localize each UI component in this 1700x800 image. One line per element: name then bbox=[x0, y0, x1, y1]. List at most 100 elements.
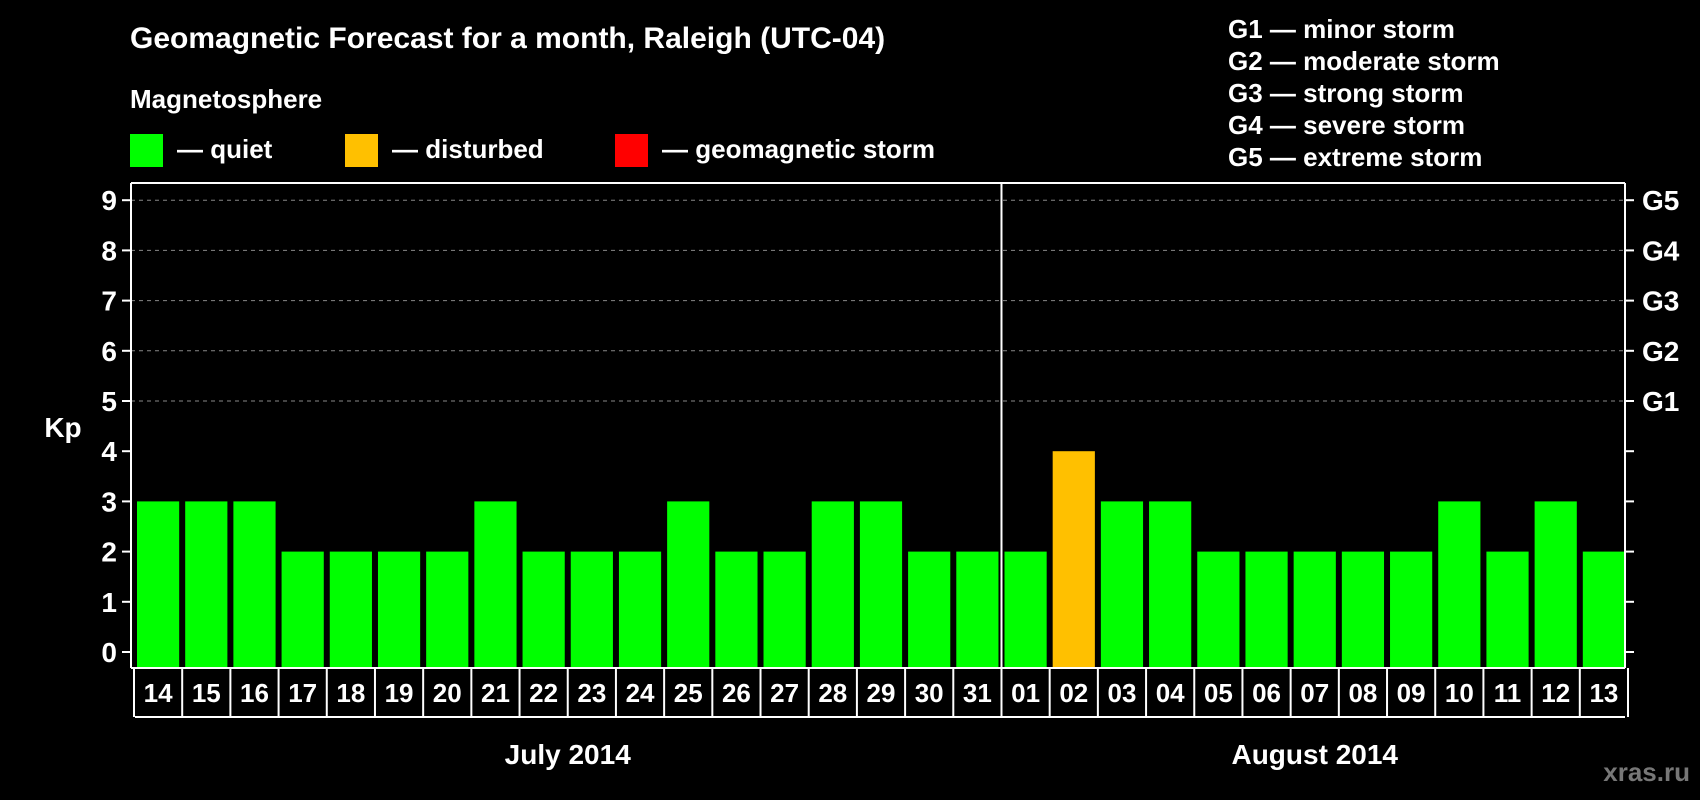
day-label-14: 28 bbox=[818, 678, 847, 708]
bar-20 bbox=[426, 551, 469, 668]
bar-23 bbox=[570, 551, 613, 668]
day-label-17: 31 bbox=[963, 678, 992, 708]
bar-28 bbox=[811, 501, 854, 668]
legend-swatch-1 bbox=[345, 134, 378, 167]
y-axis-ticks: 0 1 2 3 4 5 6 7 8 9 bbox=[101, 185, 131, 668]
day-label-5: 19 bbox=[385, 678, 414, 708]
bar-03 bbox=[1100, 501, 1144, 668]
y-tick-label-0: 0 bbox=[101, 637, 117, 668]
bar-18 bbox=[329, 551, 372, 668]
day-label-15: 29 bbox=[867, 678, 896, 708]
day-label-23: 06 bbox=[1252, 678, 1281, 708]
day-label-28: 11 bbox=[1494, 678, 1522, 708]
day-labels: 14 15 16 17 18 19 20 21 22 23 24 25 26 27 28 29 30 31 01 02… bbox=[133, 668, 1629, 718]
day-label-25: 08 bbox=[1348, 678, 1377, 708]
day-label-18: 01 bbox=[1011, 678, 1040, 708]
storm-scale-item-0: G1 — minor storm bbox=[1228, 14, 1455, 44]
y-tick-label-1: 1 bbox=[101, 587, 117, 618]
bar-09 bbox=[1390, 551, 1433, 668]
bar-24 bbox=[618, 551, 662, 668]
chart-title: Geomagnetic Forecast for a month, Raleig… bbox=[130, 22, 885, 55]
storm-axis-label-g3: G3 bbox=[1642, 286, 1679, 317]
bar-17 bbox=[281, 551, 324, 668]
axes bbox=[130, 182, 1626, 669]
storm-axis-label-g5: G5 bbox=[1642, 185, 1679, 216]
storm-scale-item-1: G2 — moderate storm bbox=[1228, 46, 1500, 76]
day-label-30: 13 bbox=[1589, 678, 1618, 708]
day-label-16: 30 bbox=[915, 678, 944, 708]
day-label-9: 23 bbox=[577, 678, 606, 708]
day-label-3: 17 bbox=[288, 678, 317, 708]
bar-05 bbox=[1197, 551, 1240, 668]
bar-14 bbox=[137, 501, 180, 668]
day-label-4: 18 bbox=[336, 678, 365, 708]
day-label-8: 22 bbox=[529, 678, 558, 708]
bar-21 bbox=[474, 501, 517, 668]
bar-01 bbox=[1004, 551, 1047, 668]
bar-30 bbox=[908, 551, 951, 668]
color-legend: — quiet — disturbed — geomagnetic storm bbox=[130, 134, 935, 167]
day-label-13: 27 bbox=[770, 678, 799, 708]
y-tick-label-6: 6 bbox=[101, 336, 117, 367]
y-tick-label-2: 2 bbox=[101, 537, 117, 568]
watermark: xras.ru bbox=[1603, 757, 1690, 787]
storm-axis-label-g1: G1 bbox=[1642, 386, 1679, 417]
legend-subtitle: Magnetosphere bbox=[130, 84, 322, 114]
bar-26 bbox=[715, 551, 758, 668]
bar-06 bbox=[1245, 551, 1288, 668]
legend-swatch-0 bbox=[130, 134, 163, 167]
bar-15 bbox=[185, 501, 228, 668]
y-tick-label-7: 7 bbox=[101, 286, 117, 317]
legend-swatch-2 bbox=[615, 134, 648, 167]
day-label-6: 20 bbox=[433, 678, 462, 708]
y-tick-label-8: 8 bbox=[101, 235, 117, 266]
storm-axis-label-g4: G4 bbox=[1642, 235, 1680, 266]
day-label-22: 05 bbox=[1204, 678, 1233, 708]
day-label-20: 03 bbox=[1108, 678, 1137, 708]
bars bbox=[137, 451, 1625, 668]
day-label-7: 21 bbox=[481, 678, 510, 708]
bar-29 bbox=[859, 501, 903, 668]
y-axis-label: Kp bbox=[44, 412, 81, 443]
y-tick-label-5: 5 bbox=[101, 386, 117, 417]
storm-axis-ticks: G1 G2 G3 G4 G5 bbox=[1625, 185, 1680, 653]
month-labels: July 2014 August 2014 bbox=[505, 739, 1399, 770]
bar-25 bbox=[667, 501, 710, 668]
bar-19 bbox=[377, 551, 421, 668]
month-label-1: August 2014 bbox=[1231, 739, 1398, 770]
bar-22 bbox=[522, 551, 565, 668]
storm-axis-label-g2: G2 bbox=[1642, 336, 1679, 367]
legend-label-1: — disturbed bbox=[392, 134, 544, 164]
bar-16 bbox=[233, 501, 276, 668]
day-label-27: 10 bbox=[1445, 678, 1474, 708]
y-tick-label-4: 4 bbox=[101, 436, 117, 467]
day-label-24: 07 bbox=[1300, 678, 1329, 708]
storm-scale-item-3: G4 — severe storm bbox=[1228, 110, 1465, 140]
y-tick-label-3: 3 bbox=[101, 486, 117, 517]
month-label-0: July 2014 bbox=[505, 739, 632, 770]
day-label-12: 26 bbox=[722, 678, 751, 708]
day-label-2: 16 bbox=[240, 678, 269, 708]
bar-13 bbox=[1582, 551, 1625, 668]
grid-lines bbox=[131, 199, 1625, 402]
day-label-19: 02 bbox=[1059, 678, 1088, 708]
day-label-26: 09 bbox=[1397, 678, 1426, 708]
bar-08 bbox=[1341, 551, 1385, 668]
bar-10 bbox=[1438, 501, 1481, 668]
legend-label-2: — geomagnetic storm bbox=[662, 134, 935, 164]
storm-scale-item-2: G3 — strong storm bbox=[1228, 78, 1463, 108]
legend-label-0: — quiet bbox=[177, 134, 273, 164]
day-label-1: 15 bbox=[192, 678, 221, 708]
bar-27 bbox=[763, 551, 806, 668]
day-label-29: 12 bbox=[1541, 678, 1570, 708]
day-label-0: 14 bbox=[144, 678, 173, 708]
bar-07 bbox=[1293, 551, 1336, 668]
day-label-10: 24 bbox=[626, 678, 655, 708]
bar-31 bbox=[956, 551, 999, 668]
bar-04 bbox=[1149, 501, 1192, 668]
storm-scale-item-4: G5 — extreme storm bbox=[1228, 142, 1482, 172]
bar-12 bbox=[1534, 501, 1577, 668]
bar-11 bbox=[1486, 551, 1529, 668]
